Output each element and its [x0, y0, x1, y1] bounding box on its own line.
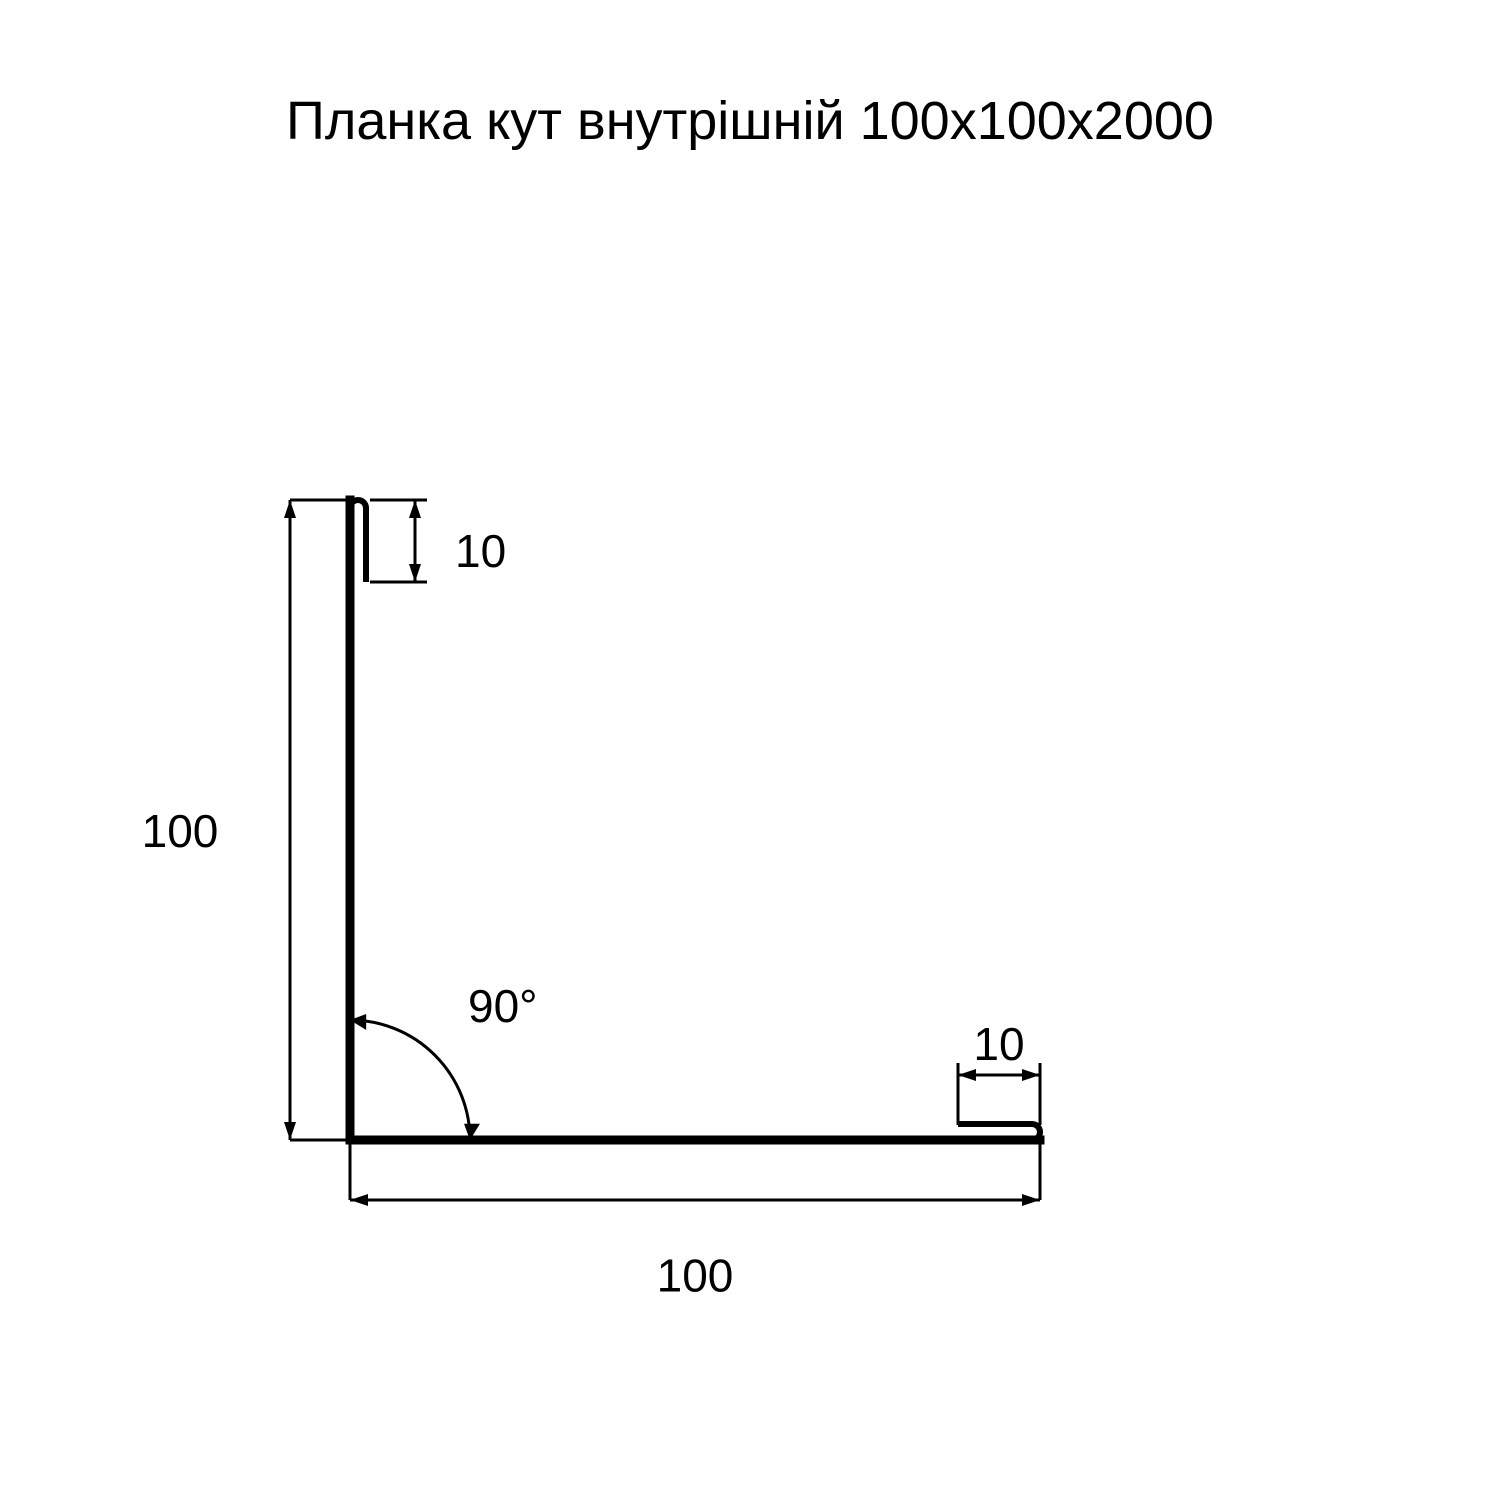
profile-shape [350, 500, 1040, 1140]
dim-top-fold-10-label: 10 [455, 525, 506, 577]
dim-right-fold-10-label: 10 [973, 1018, 1024, 1070]
diagram-svg: 100 100 10 10 90° [0, 0, 1500, 1500]
dim-horizontal-100: 100 [350, 1140, 1040, 1302]
profile-right-cap [1032, 1124, 1040, 1140]
dim-angle-90-label: 90° [468, 980, 538, 1032]
profile-top-cap [350, 500, 366, 508]
dim-right-fold-10: 10 [958, 1018, 1040, 1125]
dim-horizontal-100-label: 100 [657, 1250, 734, 1302]
dim-top-fold-10: 10 [370, 500, 506, 582]
dim-angle-90: 90° [350, 980, 538, 1140]
dim-vertical-100-label: 100 [142, 805, 219, 857]
dim-vertical-100: 100 [142, 500, 350, 1140]
